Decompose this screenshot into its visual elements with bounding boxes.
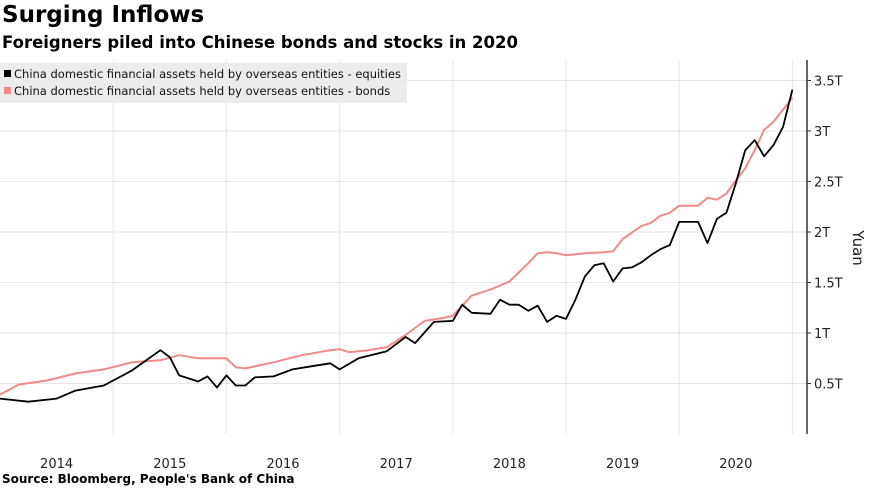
legend-item-bonds: China domestic financial assets held by … xyxy=(4,83,401,100)
y-tick-label: 2.5T xyxy=(814,176,843,191)
y-tick-label: 1.5T xyxy=(814,277,843,292)
x-tick-label: 2020 xyxy=(719,457,752,472)
y-tick-label: 2T xyxy=(814,226,830,241)
x-tick-label: 2018 xyxy=(493,457,526,472)
chart-subtitle: Foreigners piled into Chinese bonds and … xyxy=(2,33,518,52)
y-tick-label: 1T xyxy=(814,327,830,342)
source-note: Source: Bloomberg, People's Bank of Chin… xyxy=(2,472,295,486)
legend-label: China domestic financial assets held by … xyxy=(14,84,391,98)
legend-label: China domestic financial assets held by … xyxy=(14,67,401,81)
legend-swatch-equities xyxy=(4,70,11,77)
equities-line xyxy=(0,89,794,403)
x-tick-label: 2014 xyxy=(40,457,73,472)
y-tick-label: 3.5T xyxy=(814,75,843,90)
y-axis-label: Yuan xyxy=(849,229,867,266)
x-tick-label: 2017 xyxy=(380,457,413,472)
x-tick-label: 2016 xyxy=(266,457,299,472)
legend: China domestic financial assets held by … xyxy=(0,63,407,103)
legend-item-equities: China domestic financial assets held by … xyxy=(4,66,401,83)
bonds-line xyxy=(0,97,794,396)
chart-title: Surging Inflows xyxy=(2,2,205,28)
x-tick-label: 2015 xyxy=(153,457,186,472)
x-tick-label: 2019 xyxy=(606,457,639,472)
y-tick-label: 3T xyxy=(814,125,830,140)
y-tick-label: 0.5T xyxy=(814,378,843,393)
legend-swatch-bonds xyxy=(4,87,11,94)
